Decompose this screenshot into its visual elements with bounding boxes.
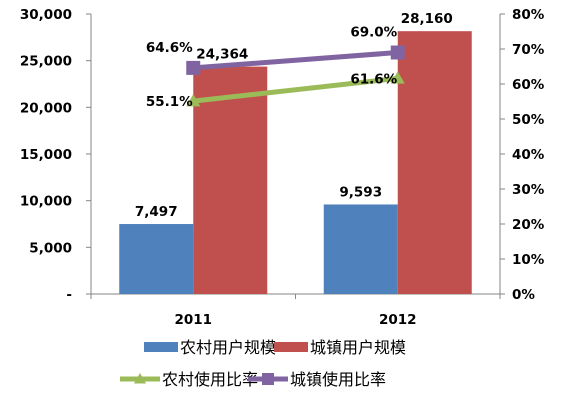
bar — [193, 66, 268, 295]
bar — [397, 31, 472, 294]
legend-label: 城镇用户规模 — [310, 338, 406, 357]
y-left-tick-label: 20,000 — [20, 100, 72, 116]
legend-label: 城镇使用比率 — [290, 370, 386, 389]
series-point — [390, 45, 405, 60]
y-right-tick-label: 80% — [512, 7, 545, 23]
bar — [323, 204, 398, 294]
point-data-label: 61.6% — [350, 71, 397, 87]
y-right-tick-label: 40% — [512, 147, 545, 163]
bar-data-label: 7,497 — [135, 204, 178, 220]
lines-layer — [186, 45, 405, 107]
series-point — [390, 71, 405, 84]
legend-swatch — [144, 342, 178, 352]
bars-layer — [119, 31, 472, 295]
point-data-label: 55.1% — [146, 94, 193, 110]
bar — [119, 224, 194, 294]
point-data-label: 69.0% — [350, 25, 397, 41]
y-left-tick-label: 25,000 — [20, 54, 72, 70]
series-line — [193, 50, 398, 71]
series-line — [192, 75, 399, 104]
legend-label: 农村使用比率 — [162, 370, 258, 389]
legend-marker — [262, 373, 274, 385]
y-right-tick-label: 60% — [512, 77, 545, 93]
data-labels-layer: 7,497 9,593 24,364 28,160 55.1% 61.6% 64.6% 69.… — [135, 11, 453, 220]
y-right-tick-label: 10% — [512, 252, 545, 268]
legend-marker — [134, 373, 146, 384]
y-right-tick-label: 20% — [512, 217, 545, 233]
series-point — [186, 94, 201, 107]
legend-label: 农村用户规模 — [180, 338, 276, 357]
x-tick-label: 2011 — [174, 312, 212, 328]
y-right-tick-label: 70% — [512, 42, 545, 58]
axes-layer: - 5,000 10,000 15,000 20,000 25,000 30,000 0% 10… — [20, 7, 545, 328]
legend-swatch — [274, 342, 308, 352]
y-left-tick-label: 30,000 — [20, 7, 72, 23]
y-left-tick-label: 5,000 — [29, 240, 72, 256]
x-tick-label: 2012 — [379, 312, 417, 328]
y-right-tick-label: 50% — [512, 112, 545, 128]
y-left-tick-label: 10,000 — [20, 194, 72, 210]
bar-data-label: 24,364 — [196, 47, 248, 63]
y-right-tick-label: 30% — [512, 182, 545, 198]
y-left-tick-label: - — [66, 287, 72, 303]
y-right-tick-label: 0% — [512, 287, 535, 303]
series-point — [186, 60, 201, 75]
bar-data-label: 9,593 — [339, 184, 382, 200]
bar-data-label: 28,160 — [401, 11, 453, 27]
point-data-label: 64.6% — [146, 40, 193, 56]
y-left-tick-label: 15,000 — [20, 147, 72, 163]
